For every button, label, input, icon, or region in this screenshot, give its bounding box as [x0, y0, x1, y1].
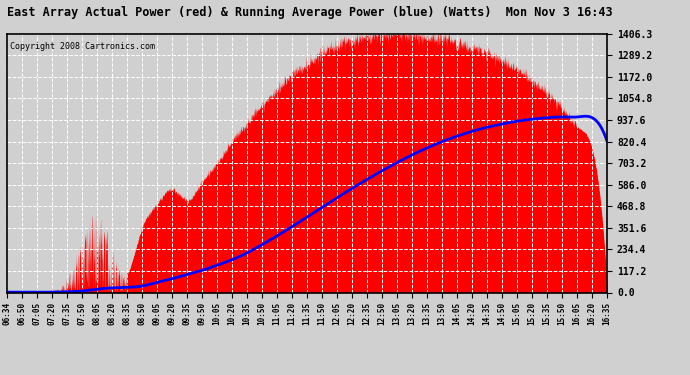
- Text: East Array Actual Power (red) & Running Average Power (blue) (Watts)  Mon Nov 3 : East Array Actual Power (red) & Running …: [7, 6, 613, 19]
- Text: Copyright 2008 Cartronics.com: Copyright 2008 Cartronics.com: [10, 42, 155, 51]
